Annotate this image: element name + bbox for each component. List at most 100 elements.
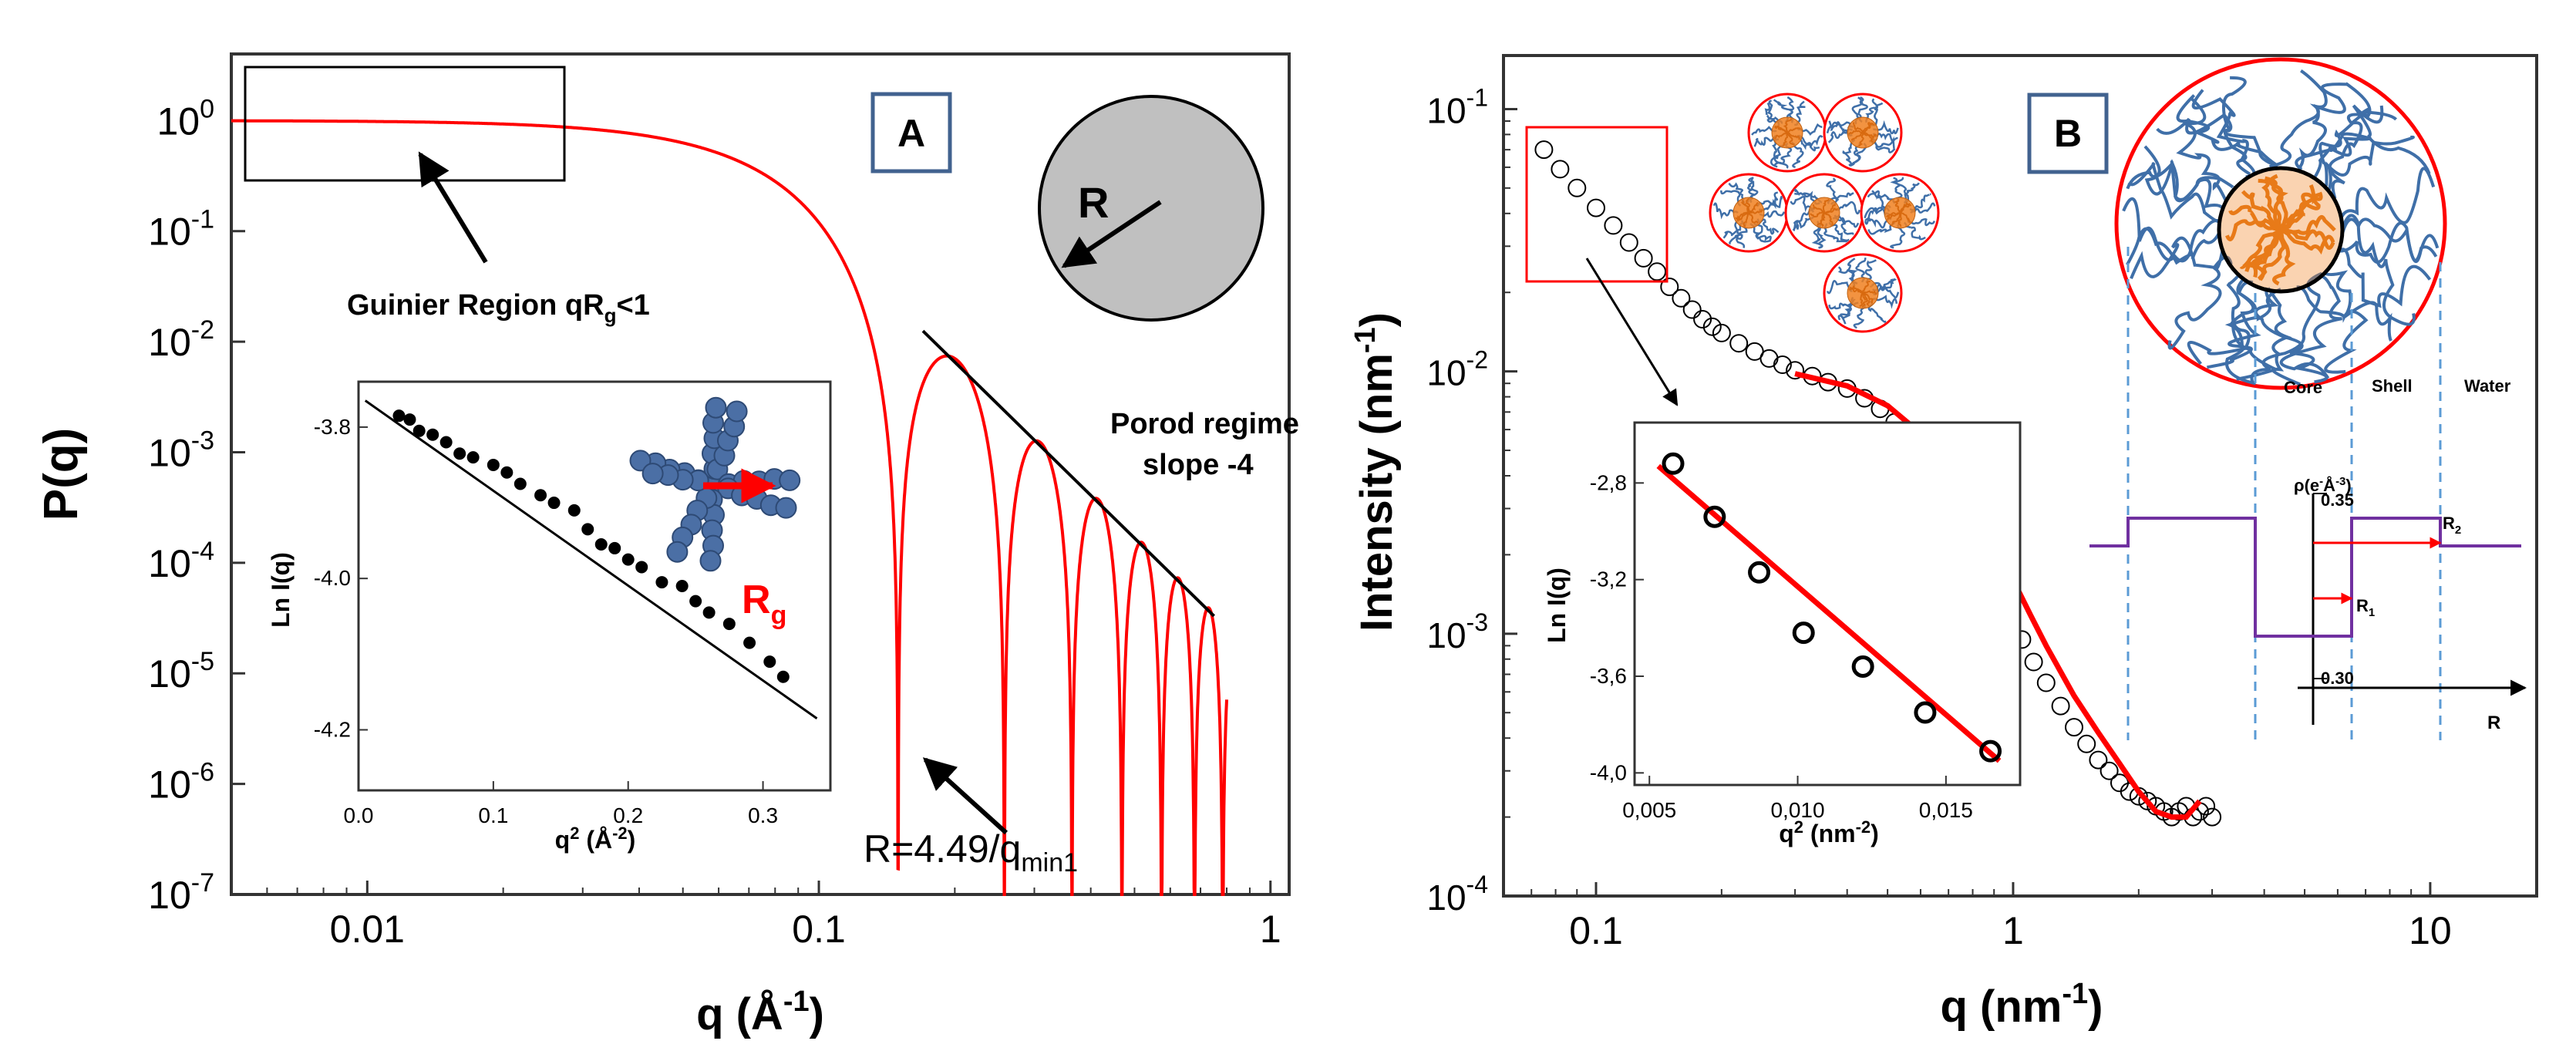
panel-b-data-point bbox=[1660, 278, 1679, 296]
star-polymer-bead bbox=[775, 497, 797, 519]
panel-a-inset-point bbox=[392, 409, 406, 423]
micelle-shell-chain bbox=[2297, 83, 2349, 170]
small-micelle-core-chain bbox=[1849, 285, 1864, 294]
panel-b-guinier-box bbox=[1525, 126, 1669, 283]
panel-a-x-tick-label: 1 bbox=[1260, 908, 1281, 951]
small-micelle-core-chain bbox=[1859, 292, 1864, 308]
panel-a-inset-point bbox=[500, 466, 514, 479]
panel-b-data-point bbox=[2077, 734, 2096, 753]
panel-b-data-point bbox=[2065, 718, 2083, 737]
panel-b-inset-y-tick-label: -3,2 bbox=[1590, 568, 1627, 591]
panel-b-letter-box bbox=[2027, 93, 2109, 174]
small-micelle-core-chain bbox=[1887, 212, 1901, 221]
profile-r1-label: R1 bbox=[2356, 596, 2375, 619]
panel-a-inset-point bbox=[547, 497, 561, 510]
panel-a-y-tick-label: 10-6 bbox=[148, 758, 214, 807]
panel-a-letter: A bbox=[897, 112, 925, 155]
star-polymer-bead bbox=[666, 541, 689, 563]
small-micelle-core-chain bbox=[1810, 211, 1825, 218]
small-micelle-core-chain bbox=[1899, 204, 1912, 214]
panel-b-inset-x-tick-label: 0,015 bbox=[1919, 798, 1973, 822]
panel-b-guinier-arrow bbox=[1585, 258, 1679, 406]
porod-label-line2: slope -4 bbox=[1143, 449, 1254, 481]
micelle-cluster-illustration bbox=[1709, 93, 1940, 333]
panel-b-x-tick-label: 10 bbox=[2409, 909, 2452, 952]
micelle-shell-chain bbox=[2187, 272, 2251, 365]
panel-b-data-point bbox=[1587, 198, 1605, 217]
micelle-shell-chain bbox=[2176, 94, 2279, 167]
small-micelle-core-chain bbox=[1862, 292, 1874, 304]
panel-b-data-point bbox=[1729, 334, 1749, 353]
small-micelle-core-chain bbox=[1820, 212, 1826, 227]
small-micelle-core-chain bbox=[1746, 198, 1751, 214]
panel-a-inset-point bbox=[567, 504, 581, 517]
micelle-core-chain bbox=[2258, 178, 2283, 231]
micelle-shell-chain bbox=[2296, 285, 2369, 374]
panel-a-inset-point bbox=[621, 553, 635, 566]
panel-a-inset-x-tick-label: 0.1 bbox=[478, 803, 508, 827]
panel-b-data-point bbox=[1534, 140, 1554, 160]
panel-a-y-tick-label: 10-1 bbox=[148, 205, 214, 254]
small-micelle-core-chain bbox=[1862, 280, 1871, 294]
micelle-shell-chain bbox=[2328, 107, 2398, 199]
panel-b-y-tick-label: 10-1 bbox=[1426, 83, 1488, 130]
panel-a-inset-point bbox=[466, 451, 480, 464]
panel-a-y-tick-label: 10-7 bbox=[148, 868, 214, 917]
panel-b-inset-x-tick-label: 0,010 bbox=[1770, 798, 1824, 822]
qmin-label: R=4.49/qmin1 bbox=[864, 827, 1078, 878]
panel-a-inset-point bbox=[776, 670, 790, 683]
small-micelle-core-chain bbox=[1782, 132, 1789, 147]
panel-a-inset-point bbox=[635, 561, 648, 574]
panel-b-data-point bbox=[2203, 807, 2222, 827]
panel-b-inset-ticks: 0,005 0,010 0,015 -2,8 -3,2 -3,6 -4,0 bbox=[1590, 470, 1973, 822]
panel-a-x-axis-label: q (Å-1) bbox=[696, 985, 824, 1039]
panel-b-data-point bbox=[1648, 262, 1667, 281]
small-micelle-core-chain bbox=[1861, 292, 1868, 308]
small-micelle-core-chain bbox=[1862, 123, 1875, 133]
guinier-arrow bbox=[418, 151, 488, 264]
panel-a: 0.01 0.1 1 100 10-1 10-2 10-3 10-4 10-5 10-6 10-7… bbox=[35, 52, 1299, 1039]
profile-r-axis-label: R bbox=[2487, 712, 2500, 733]
micelle-shell-chain bbox=[2143, 145, 2236, 203]
micelle-shell-chain bbox=[2250, 271, 2323, 384]
panel-b-data-point bbox=[1693, 310, 1712, 328]
small-micelle-core-chain bbox=[1748, 209, 1763, 214]
micelle-shell-chain bbox=[2336, 248, 2432, 308]
panel-a-y-tick-label: 10-3 bbox=[148, 426, 214, 474]
profile-water-label: Water bbox=[2464, 376, 2511, 396]
panel-a-inset-y-tick-label: -4.2 bbox=[314, 717, 351, 741]
small-micelle-core-chain bbox=[1848, 129, 1864, 135]
panel-b-data-point bbox=[2100, 761, 2119, 780]
panel-b-inset-y-label: Ln I(q) bbox=[1543, 568, 1571, 643]
panel-a-inset-x-tick-label: 0.3 bbox=[748, 803, 778, 827]
panel-b: 0.1 1 10 10-1 10-2 10-3 10-4 Intensity (nm-1)… bbox=[1349, 54, 2538, 1032]
profile-step-line bbox=[2089, 517, 2521, 638]
panel-b-data-point bbox=[1786, 361, 1805, 380]
panel-a-inset-point bbox=[689, 595, 702, 608]
small-micelle-core-chain bbox=[1891, 212, 1901, 226]
micelle-shell-chains bbox=[2122, 69, 2440, 386]
panel-a-inset-y-tick-label: -4.0 bbox=[314, 566, 351, 590]
profile-y-label: ρ(e-Å-3) bbox=[2294, 475, 2352, 495]
micelle-shell-chain bbox=[2230, 276, 2281, 381]
panel-a-frame bbox=[230, 52, 1291, 896]
micelle-shell-chain bbox=[2337, 221, 2438, 264]
panel-a-inset-point bbox=[655, 576, 668, 589]
panel-b-data-point bbox=[1702, 317, 1722, 336]
panel-b-data-point bbox=[1551, 160, 1570, 179]
panel-b-data-point bbox=[1773, 355, 1792, 374]
panel-a-inset-point bbox=[594, 538, 608, 551]
small-micelle-core-chain bbox=[1736, 212, 1749, 221]
porod-label-line1: Porod regime bbox=[1110, 408, 1299, 440]
panel-a-inset-point bbox=[763, 655, 776, 669]
panel-b-inset-y-tick-label: -4,0 bbox=[1590, 760, 1627, 784]
panel-b-data-point bbox=[1759, 349, 1779, 368]
panel-b-inset-point bbox=[1851, 655, 1874, 678]
star-polymer-bead bbox=[726, 400, 748, 423]
profile-tick-high-label: 0.35 bbox=[2321, 490, 2354, 510]
small-micelle-core-chain bbox=[1862, 132, 1874, 143]
guinier-region-box bbox=[244, 66, 566, 182]
panel-a-y-tick-label: 10-4 bbox=[148, 537, 214, 585]
micelle-shell-chain bbox=[2191, 89, 2251, 176]
panel-a-inset-point bbox=[608, 541, 621, 554]
